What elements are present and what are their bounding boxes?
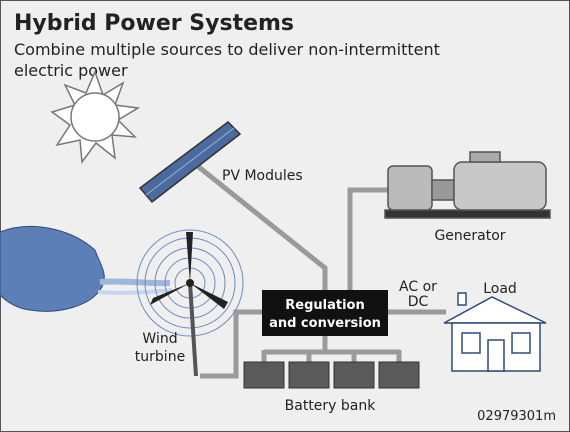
wind-label: turbine (135, 349, 185, 365)
load-label: Load (483, 281, 517, 297)
pv-panel (138, 121, 242, 204)
generator (384, 151, 551, 219)
pv-label: PV Modules (222, 168, 303, 184)
subtitle: Combine multiple sources to deliver non-… (14, 40, 440, 59)
generator-label: Generator (434, 228, 505, 244)
battery-label: Battery bank (285, 398, 377, 414)
wires (188, 158, 446, 379)
battery-bank (243, 361, 420, 389)
ac-dc-label: DC (408, 294, 429, 310)
house (443, 292, 547, 372)
sun (50, 69, 141, 165)
title: Hybrid Power Systems (14, 11, 294, 36)
wind-turbine (136, 229, 244, 377)
subtitle: electric power (14, 61, 128, 80)
ac-dc-label: AC or (399, 279, 437, 295)
regulation-label: Regulation (285, 298, 364, 313)
code: 02979301m (477, 409, 556, 424)
wind-label: Wind (142, 331, 177, 347)
regulation-box (262, 290, 388, 336)
regulation-label: and conversion (269, 316, 381, 331)
